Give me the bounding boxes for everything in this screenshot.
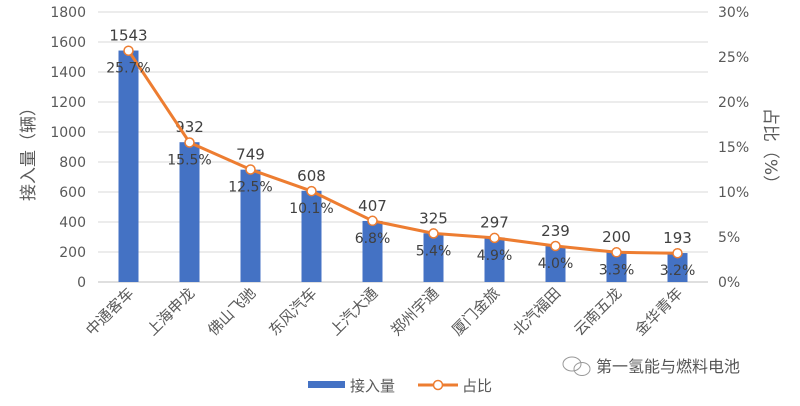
bar-value-label: 297 bbox=[480, 213, 509, 231]
bar bbox=[667, 253, 688, 282]
legend: 接入量 占比 bbox=[308, 377, 492, 395]
x-tick-label: 厦门金旅 bbox=[448, 284, 503, 339]
bar-value-label: 325 bbox=[419, 209, 448, 227]
y2-tick-label: 0% bbox=[718, 275, 740, 291]
bar-value-label: 200 bbox=[602, 228, 631, 246]
y2-tick-label: 10% bbox=[718, 185, 749, 201]
percent-label: 3.3% bbox=[599, 262, 635, 278]
line-series: 25.7% 15.5% 12.5% 10.1% 6.8% 5.4% 4.9% 4.0% 3.3%… bbox=[106, 45, 696, 279]
y-tick-label: 1600 bbox=[50, 35, 86, 51]
line-point bbox=[672, 247, 683, 259]
line-point bbox=[489, 232, 500, 244]
bar bbox=[606, 252, 627, 282]
y-tick-label: 1200 bbox=[50, 95, 86, 111]
x-axis-labels: 中通客车 上海申龙 佛山飞驰 东风汽车 上汽大通 郑州宇通 厦门金旅 北汽福田 云南五龙 金华青年 bbox=[82, 284, 686, 339]
gridlines bbox=[98, 11, 708, 283]
percent-label: 5.4% bbox=[416, 243, 452, 259]
y2-tick-label: 5% bbox=[718, 230, 740, 246]
bar bbox=[118, 50, 139, 282]
bar bbox=[362, 220, 383, 282]
legend-bar-label: 接入量 bbox=[350, 377, 395, 395]
x-tick-label: 上海申龙 bbox=[143, 284, 198, 339]
x-tick-label: 金华青年 bbox=[631, 284, 686, 339]
bar-value-label: 407 bbox=[358, 197, 387, 215]
x-tick-label: 北汽福田 bbox=[509, 284, 564, 339]
y2-tick-label: 15% bbox=[718, 140, 749, 156]
y2-tick-label: 25% bbox=[718, 50, 749, 66]
y-tick-label: 400 bbox=[59, 215, 86, 231]
y-axis-title: 接入量（辆） bbox=[19, 99, 39, 201]
line-point bbox=[550, 240, 561, 252]
x-tick-label: 郑州宇通 bbox=[387, 284, 442, 339]
x-tick-label: 东风汽车 bbox=[265, 284, 320, 339]
y-axis-left: 0 200 400 600 800 1000 1200 1400 1600 1800 bbox=[50, 5, 86, 291]
percent-label: 10.1% bbox=[289, 201, 333, 217]
percent-label: 4.9% bbox=[477, 248, 513, 264]
y2-tick-label: 30% bbox=[718, 5, 749, 21]
line-point bbox=[428, 228, 439, 239]
x-tick-label: 中通客车 bbox=[82, 284, 137, 339]
x-tick-label: 上汽大通 bbox=[326, 284, 381, 339]
x-tick-label: 佛山飞驰 bbox=[204, 284, 259, 339]
bar bbox=[240, 169, 261, 282]
bar-value-label: 1543 bbox=[109, 27, 147, 45]
legend-line-label: 占比 bbox=[462, 377, 492, 395]
line-point bbox=[367, 215, 378, 227]
bar bbox=[423, 233, 444, 282]
bar-value-label: 749 bbox=[236, 146, 265, 164]
series-line bbox=[127, 49, 678, 255]
line-point bbox=[184, 137, 195, 148]
bar bbox=[545, 246, 566, 282]
y-tick-label: 1000 bbox=[50, 125, 86, 141]
line-point bbox=[123, 45, 134, 56]
wechat-icon bbox=[562, 356, 591, 376]
bar bbox=[179, 142, 200, 282]
y-tick-label: 0 bbox=[77, 275, 86, 291]
percent-label: 12.5% bbox=[228, 180, 272, 196]
y-tick-label: 1400 bbox=[50, 65, 86, 81]
percent-label: 25.7% bbox=[106, 61, 150, 77]
y2-axis-title: 占比（%） bbox=[760, 108, 780, 192]
bar bbox=[484, 237, 505, 282]
percent-label: 4.0% bbox=[538, 256, 574, 272]
y2-tick-label: 20% bbox=[718, 95, 749, 111]
legend-bar-swatch bbox=[308, 381, 345, 388]
legend-line-marker bbox=[432, 379, 444, 391]
bar bbox=[301, 190, 322, 282]
bar-value-label: 239 bbox=[541, 222, 570, 240]
y-tick-label: 1800 bbox=[50, 5, 86, 21]
percent-label: 6.8% bbox=[355, 231, 391, 247]
line-point bbox=[245, 164, 256, 175]
watermark-text: 第一氢能与燃料电池 bbox=[596, 357, 740, 376]
bar-value-label: 193 bbox=[663, 229, 692, 247]
y-axis-right: 0% 5% 10% 15% 20% 25% 30% bbox=[718, 5, 749, 291]
line-point bbox=[611, 247, 622, 258]
watermark: 第一氢能与燃料电池 bbox=[562, 356, 740, 376]
y-tick-label: 800 bbox=[59, 155, 86, 171]
bar-value-label: 608 bbox=[297, 167, 326, 185]
percent-label: 15.5% bbox=[167, 153, 211, 169]
line-point bbox=[306, 185, 317, 197]
percent-label: 3.2% bbox=[660, 263, 696, 279]
x-tick-label: 云南五龙 bbox=[570, 284, 625, 339]
y-tick-label: 200 bbox=[59, 245, 86, 261]
y-tick-label: 600 bbox=[59, 185, 86, 201]
